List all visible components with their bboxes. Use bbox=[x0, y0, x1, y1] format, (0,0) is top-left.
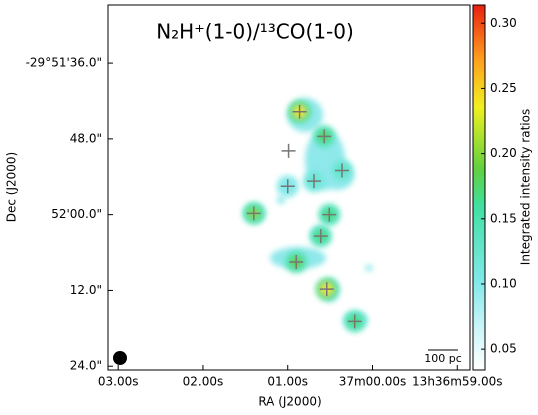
colorbar-tick-label: 0.25 bbox=[490, 81, 517, 95]
source-marker bbox=[292, 104, 307, 119]
colorbar-tick-label: 0.20 bbox=[490, 146, 517, 160]
y-tick-label: 12.0" bbox=[70, 283, 102, 297]
beam bbox=[113, 351, 127, 365]
colorbar-tick-label: 0.10 bbox=[490, 276, 517, 290]
source-marker bbox=[334, 163, 349, 178]
source-marker bbox=[319, 282, 334, 297]
colorbar-tick-label: 0.30 bbox=[490, 16, 517, 30]
y-tick-label: -29°51'36.0" bbox=[26, 56, 102, 70]
colorbar-label: Integrated intensity ratios bbox=[519, 109, 533, 265]
y-tick-label: 52'00.0" bbox=[51, 207, 102, 221]
source-marker bbox=[317, 129, 332, 144]
marks bbox=[242, 100, 366, 333]
source-marker bbox=[347, 314, 362, 329]
x-tick-label: 02.00s bbox=[183, 375, 224, 389]
colorbar-tick-label: 0.15 bbox=[490, 211, 517, 225]
source-marker bbox=[313, 229, 328, 244]
y-axis-label: Dec (J2000) bbox=[5, 152, 19, 222]
x-axis-label: RA (J2000) bbox=[258, 395, 321, 409]
source-marker bbox=[280, 179, 295, 194]
x-tick-label: 03.00s bbox=[98, 375, 139, 389]
source-marker bbox=[246, 206, 261, 221]
plot-frame bbox=[107, 4, 471, 371]
source-marker bbox=[307, 174, 322, 189]
y-tick-label: 24.0" bbox=[70, 359, 102, 373]
colorbar-tick-label: 0.05 bbox=[490, 342, 517, 356]
x-tick-label: 01.00s bbox=[267, 375, 308, 389]
colorbar bbox=[472, 4, 486, 371]
chart-title: N₂H⁺(1-0)/¹³CO(1-0) bbox=[156, 20, 354, 44]
source-marker bbox=[281, 143, 296, 158]
source-marker bbox=[289, 255, 304, 270]
source-marker bbox=[322, 207, 337, 222]
x-tick-label: 37m00.00s bbox=[339, 375, 407, 389]
scale-bar-label: 100 pc bbox=[424, 352, 462, 365]
x-tick-label: 13h36m59.00s bbox=[412, 375, 502, 389]
y-tick-label: 48.0" bbox=[70, 131, 102, 145]
